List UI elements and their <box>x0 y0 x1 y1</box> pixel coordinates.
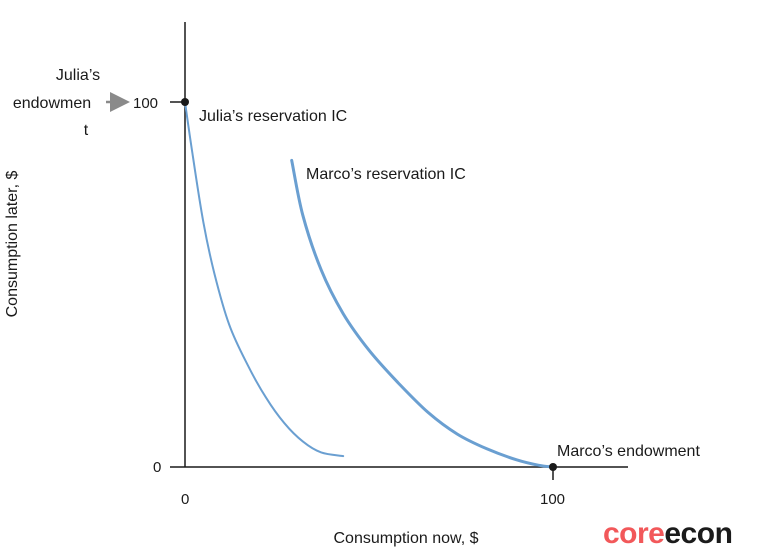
logo-part-core: core <box>603 517 665 550</box>
julia-endowment-label-line1: Julia’s <box>56 67 100 84</box>
y-tick-label-100: 100 <box>133 95 158 112</box>
marco-endowment-label: Marco’s endowment <box>557 443 700 460</box>
logo-part-econ: econ <box>664 517 733 550</box>
x-tick-label-0: 0 <box>181 491 189 508</box>
y-tick-label-0: 0 <box>153 459 161 476</box>
julia-ic-label: Julia’s reservation IC <box>199 108 347 125</box>
x-tick-label-100: 100 <box>540 491 565 508</box>
x-axis-label: Consumption now, $ <box>334 530 479 547</box>
julia-reservation-ic-curve <box>184 101 345 458</box>
marco-reservation-ic-curve <box>290 158 555 469</box>
coreecon-logo: coreecon <box>603 517 733 550</box>
julia-endowment-label-line3: t <box>84 122 89 139</box>
y-axis-label: Consumption later, $ <box>4 171 21 318</box>
marco-ic-label: Marco’s reservation IC <box>306 166 466 183</box>
julia-endowment-point <box>181 98 189 106</box>
marco-endowment-point <box>549 463 557 471</box>
julia-endowment-label-line2: endowmen <box>13 95 91 112</box>
